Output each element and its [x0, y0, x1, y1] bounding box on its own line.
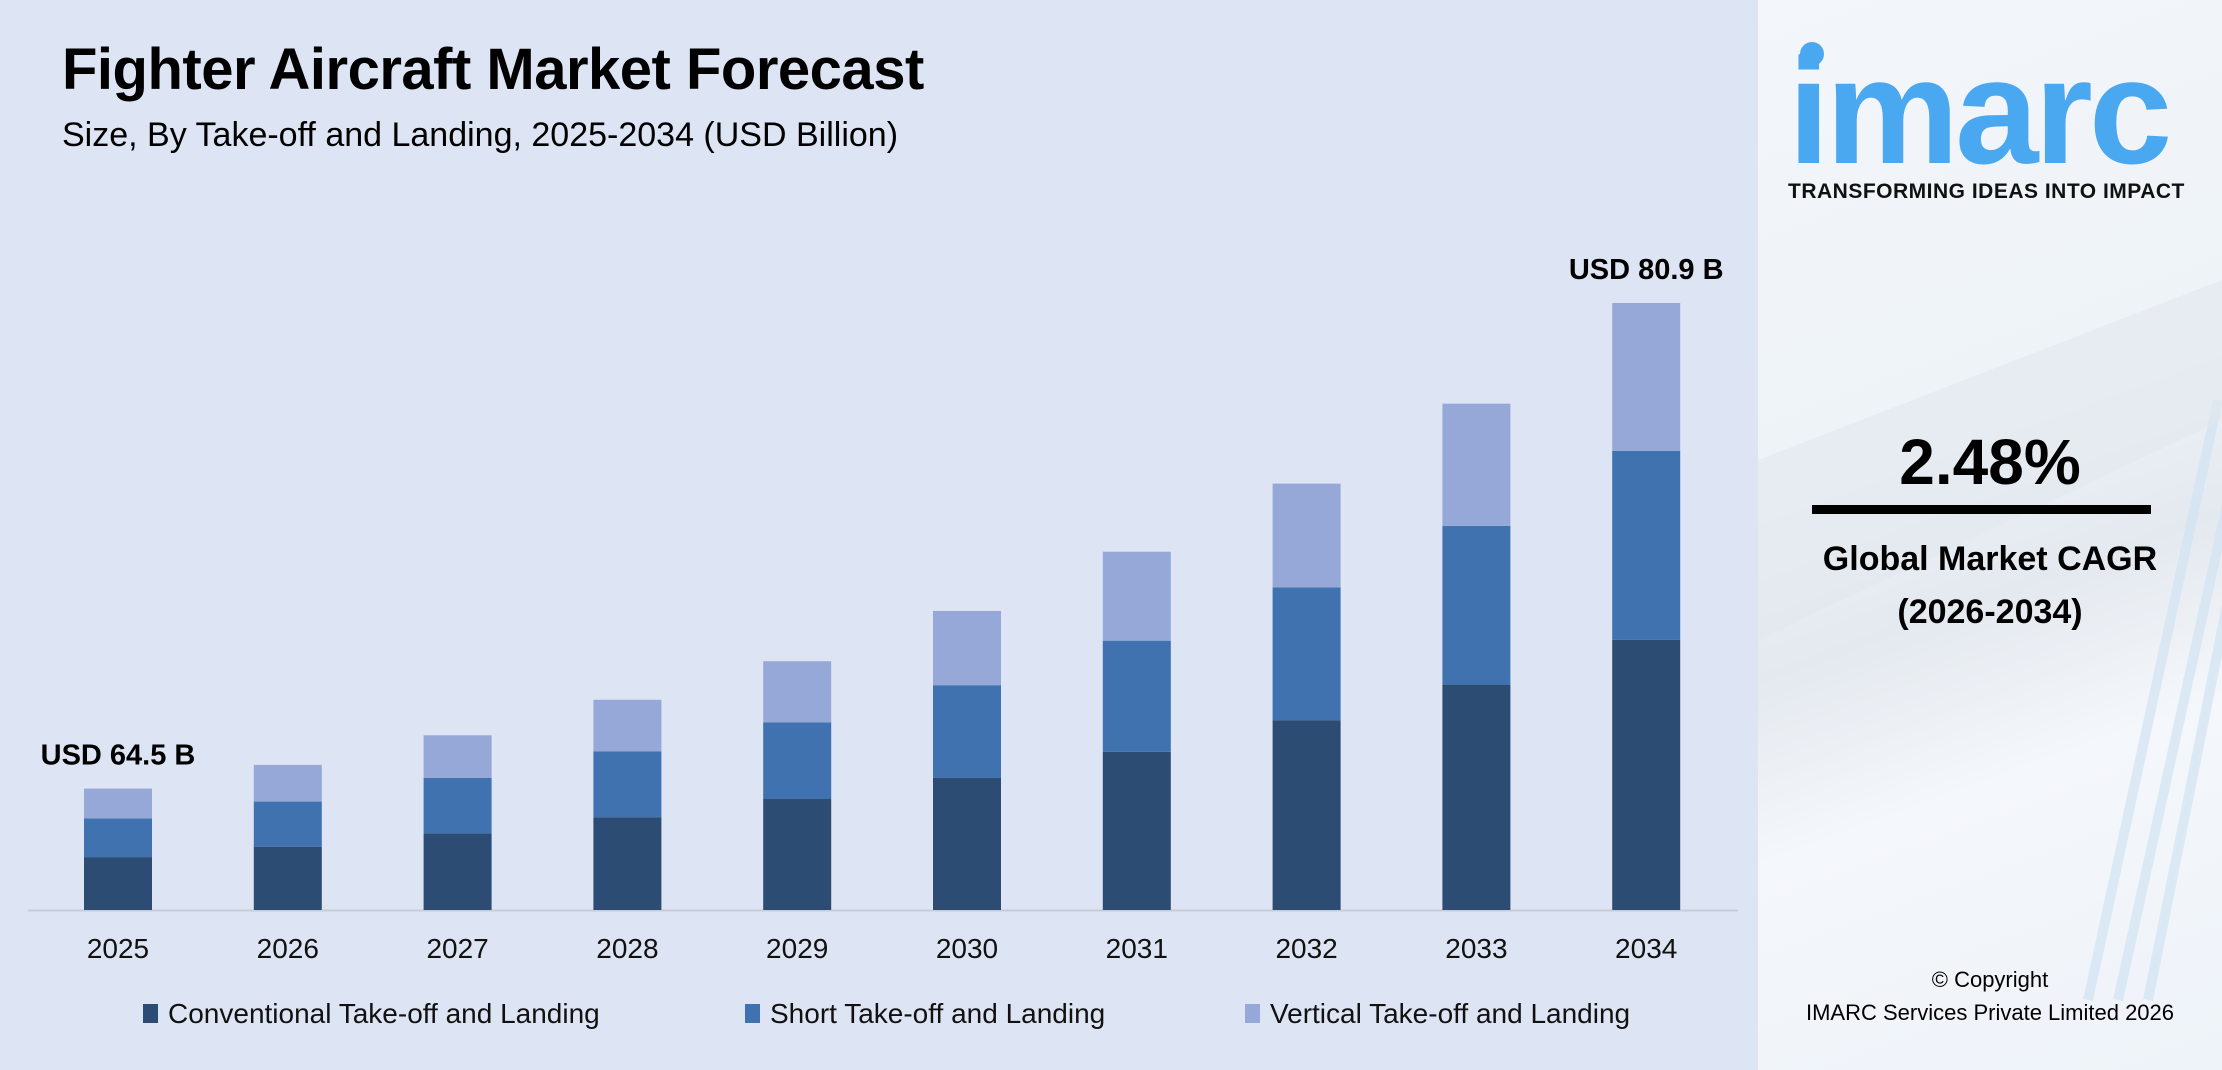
legend-label-2: Short Take-off and Landing — [770, 998, 1105, 1029]
legend-label-3: Vertical Take-off and Landing — [1270, 998, 1630, 1029]
bar-segment-2025-3 — [84, 788, 152, 819]
x-tick-label: 2029 — [766, 933, 828, 964]
background-decoration — [1758, 280, 2222, 1002]
x-tick-label: 2032 — [1275, 933, 1337, 964]
data-label-2034: USD 80.9 B — [1569, 254, 1724, 286]
imarc-logo: imarc — [1788, 27, 2208, 195]
chart-title: Fighter Aircraft Market Forecast — [62, 37, 924, 102]
imarc-logo-mark: imarc — [1788, 27, 2173, 195]
legend-label-1: Conventional Take-off and Landing — [168, 998, 600, 1029]
bar-segment-2029-1 — [763, 799, 832, 910]
legend-swatch-2 — [745, 1004, 760, 1023]
bar-segment-2031-1 — [1102, 751, 1171, 910]
cagr-value: 2.48% — [1899, 426, 2081, 498]
bar-segment-2027-3 — [423, 735, 492, 778]
bar-segment-2027-2 — [423, 777, 492, 834]
bar-segment-2034-3 — [1612, 303, 1681, 451]
x-tick-label: 2034 — [1615, 933, 1677, 964]
bar-segment-2030-1 — [933, 777, 1001, 910]
bar-segment-2025-1 — [84, 857, 152, 910]
bar-segment-2032-2 — [1272, 587, 1341, 721]
bar-segment-2034-1 — [1612, 639, 1681, 910]
legend-swatch-3 — [1245, 1004, 1260, 1023]
bar-segment-2029-2 — [763, 722, 832, 800]
bar-segment-2030-3 — [933, 610, 1001, 686]
bar-segment-2028-3 — [593, 699, 662, 752]
bar-segment-2033-2 — [1442, 525, 1511, 685]
chart-panel: Fighter Aircraft Market Forecast Size, B… — [0, 0, 1758, 1070]
copyright-company: IMARC Services Private Limited 2026 — [1805, 1000, 2175, 1025]
bar-segment-2032-1 — [1272, 720, 1341, 910]
x-tick-label: 2025 — [87, 933, 149, 964]
info-sidebar: imarc TRANSFORMING IDEAS INTO IMPACT 2.4… — [1758, 0, 2222, 1070]
stacked-bar-chart: 2025 USD 64.5 B 2026 2027 2028 2029 2030 2031 20… — [28, 254, 1738, 1029]
bar-segment-2026-3 — [253, 764, 322, 802]
bar-segment-2026-1 — [253, 846, 322, 910]
cagr-label: Global Market CAGR — [1822, 540, 2158, 578]
x-tick-label: 2031 — [1106, 933, 1168, 964]
x-tick-label: 2026 — [257, 933, 319, 964]
bar-segment-2030-2 — [933, 685, 1001, 778]
x-tick-label: 2033 — [1445, 933, 1507, 964]
x-tick-label: 2028 — [596, 933, 658, 964]
logo-tagline: TRANSFORMING IDEAS INTO IMPACT — [1788, 180, 2185, 203]
cagr-divider — [1812, 505, 2151, 514]
bar-segment-2026-2 — [253, 801, 322, 847]
bar-segment-2032-3 — [1272, 483, 1341, 588]
bar-segment-2033-3 — [1442, 403, 1511, 526]
bar-segment-2034-2 — [1612, 450, 1681, 640]
bar-segment-2029-3 — [763, 661, 832, 723]
bar-segment-2031-3 — [1102, 551, 1171, 641]
bar-segment-2027-1 — [423, 833, 492, 910]
x-tick-label: 2030 — [936, 933, 998, 964]
bar-segment-2025-2 — [84, 818, 152, 858]
cagr-period: (2026-2034) — [1897, 593, 2083, 631]
logo-wordmark: imarc — [1788, 28, 2169, 168]
data-label-2025: USD 64.5 B — [41, 740, 196, 772]
chart-subtitle: Size, By Take-off and Landing, 2025-2034… — [62, 116, 899, 154]
copyright-notice: © Copyright — [1931, 967, 2049, 992]
bar-segment-2031-2 — [1102, 640, 1171, 752]
bar-segment-2028-1 — [593, 817, 662, 910]
bar-segment-2028-2 — [593, 751, 662, 818]
legend-swatch-1 — [143, 1004, 158, 1023]
x-tick-label: 2027 — [426, 933, 488, 964]
bar-segment-2033-1 — [1442, 684, 1511, 910]
